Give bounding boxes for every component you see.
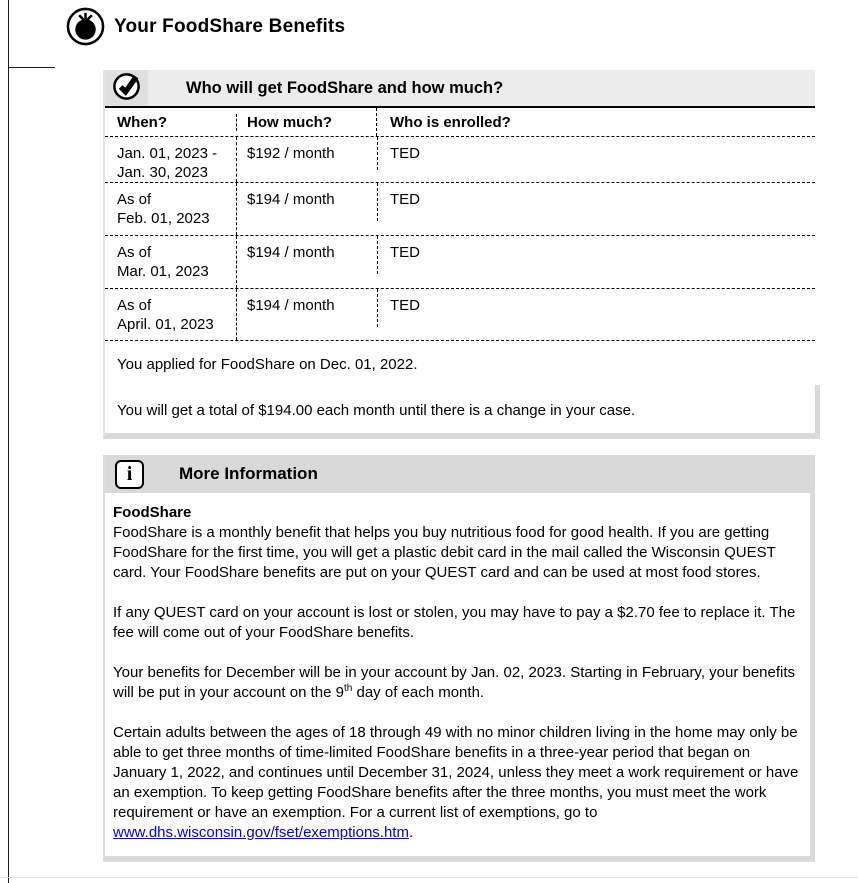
cell-when: As of Mar. 01, 2023	[105, 236, 237, 288]
cell-when: Jan. 01, 2023 - Jan. 30, 2023	[105, 137, 237, 182]
paragraph-spacer	[113, 703, 799, 723]
document-header: Your FoodShare Benefits	[66, 7, 345, 46]
paragraph-spacer	[113, 583, 799, 603]
cell-enrolled: TED	[390, 244, 420, 261]
page-title: Your FoodShare Benefits	[114, 15, 346, 37]
cell-amount: $194 / month	[237, 236, 378, 288]
column-header-enrolled: Who is enrolled?	[390, 113, 511, 131]
column-header-how-much: How much?	[237, 108, 377, 136]
when-line1: As of	[117, 191, 152, 208]
page-margin-tick	[8, 67, 55, 68]
benefits-table: When? How much? Who is enrolled? Jan. 01…	[105, 108, 815, 341]
when-line2: Jan. 30, 2023	[117, 164, 208, 181]
benefit-schedule-text-end: day of each month.	[352, 684, 485, 701]
cell-amount: $192 / month	[237, 137, 378, 182]
more-info-content: FoodShare FoodShare is a monthly benefit…	[105, 493, 810, 856]
paragraph-benefit-schedule: Your benefits for December will be in yo…	[113, 663, 799, 703]
sentence-period: .	[408, 824, 414, 841]
table-row: As of Mar. 01, 2023 $194 / month TED	[105, 236, 815, 289]
table-row: As of April. 01, 2023 $194 / month TED	[105, 289, 815, 341]
more-info-section-title: More Information	[179, 464, 318, 483]
when-line1: Jan. 01, 2023 -	[117, 145, 218, 162]
cell-enrolled: TED	[390, 145, 420, 162]
cell-amount: $194 / month	[237, 183, 378, 235]
tomato-icon	[66, 7, 105, 46]
when-line2: Mar. 01, 2023	[117, 263, 209, 280]
paragraph-foodshare-description: FoodShare is a monthly benefit that help…	[113, 524, 776, 581]
cell-when: As of April. 01, 2023	[105, 289, 237, 340]
more-information-panel: i More Information FoodShare FoodShare i…	[103, 455, 815, 862]
when-line2: April. 01, 2023	[117, 316, 214, 333]
work-requirement-text: Certain adults between the ages of 18 th…	[113, 724, 799, 821]
when-line2: Feb. 01, 2023	[117, 210, 210, 227]
info-icon: i	[115, 459, 144, 489]
table-row: Jan. 01, 2023 - Jan. 30, 2023 $192 / mon…	[105, 137, 815, 183]
checkmark-icon-cell	[105, 70, 148, 106]
page-edge-line	[8, 0, 9, 883]
when-line1: As of	[117, 297, 152, 314]
applied-date-text: You applied for FoodShare on Dec. 01, 20…	[117, 356, 418, 373]
benefit-schedule-text: Your benefits for December will be in yo…	[113, 664, 796, 701]
more-info-header-band: i More Information	[105, 455, 810, 493]
paragraph-quest-card-fee: If any QUEST card on your account is los…	[113, 604, 796, 641]
header-rule	[105, 106, 815, 108]
column-header-when: When?	[105, 113, 237, 131]
benefits-section-title: Who will get FoodShare and how much?	[186, 78, 504, 97]
total-benefit-text: You will get a total of $194.00 each mon…	[117, 402, 636, 419]
benefits-header-band: Who will get FoodShare and how much?	[105, 70, 815, 106]
when-line1: As of	[117, 244, 152, 261]
page-bottom-rule	[0, 877, 858, 878]
cell-enrolled: TED	[390, 191, 420, 208]
cell-amount: $194 / month	[237, 289, 378, 340]
paragraph-work-requirement: Certain adults between the ages of 18 th…	[113, 723, 799, 843]
table-header-row: When? How much? Who is enrolled?	[105, 108, 815, 137]
foodshare-subheading: FoodShare	[113, 504, 192, 521]
cell-when: As of Feb. 01, 2023	[105, 183, 237, 235]
table-row: As of Feb. 01, 2023 $194 / month TED	[105, 183, 815, 236]
cell-enrolled: TED	[390, 297, 420, 314]
exemptions-link[interactable]: www.dhs.wisconsin.gov/fset/exemptions.ht…	[113, 824, 409, 841]
checkmark-icon	[111, 70, 142, 106]
paragraph-spacer	[113, 643, 799, 663]
benefits-panel: Who will get FoodShare and how much? Whe…	[103, 70, 820, 439]
ordinal-superscript: th	[343, 683, 353, 694]
